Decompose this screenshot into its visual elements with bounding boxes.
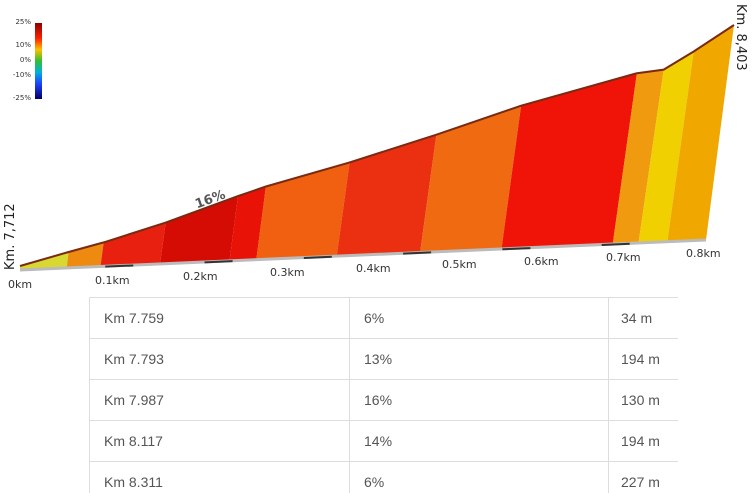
length-cell: 227 m bbox=[608, 461, 678, 493]
profile-segment-2 bbox=[66, 242, 104, 268]
length-cell: 34 m bbox=[608, 297, 678, 339]
km-cell: Km 8.117 bbox=[89, 420, 350, 462]
km-cell: Km 7.759 bbox=[89, 297, 350, 339]
profile-segment-10 bbox=[612, 69, 664, 245]
profile-segment-5 bbox=[229, 186, 266, 261]
tick-label: 0.8km bbox=[686, 247, 721, 260]
table-row: Km 8.311 6% 227 m bbox=[89, 461, 678, 493]
profile-segment-12 bbox=[667, 25, 734, 242]
tick-label: 0.3km bbox=[270, 266, 305, 279]
gradient-cell: 13% bbox=[349, 338, 609, 380]
tick-label: 0.6km bbox=[524, 255, 559, 268]
length-cell: 194 m bbox=[608, 420, 678, 462]
start-km-label: Km. 7,712 bbox=[3, 203, 18, 270]
table-row: Km 7.987 16% 130 m bbox=[89, 379, 678, 421]
length-cell: 194 m bbox=[608, 338, 678, 380]
profile-top-edge bbox=[19, 24, 735, 267]
legend-label: 0% bbox=[20, 56, 31, 64]
gradient-legend: 25% 10% 0% -10% -25% bbox=[13, 18, 42, 102]
tick-mark bbox=[303, 255, 332, 259]
km-cell: Km 8.311 bbox=[89, 461, 350, 493]
gradient-cell: 6% bbox=[349, 297, 609, 339]
table-row: Km 7.759 6% 34 m bbox=[89, 297, 678, 339]
legend-label: -25% bbox=[13, 94, 31, 102]
gradient-cell: 6% bbox=[349, 461, 609, 493]
profile-segment-4 bbox=[160, 196, 238, 264]
profile-segment-8 bbox=[420, 105, 522, 253]
legend-label: -10% bbox=[13, 71, 31, 79]
table-row: Km 7.793 13% 194 m bbox=[89, 338, 678, 380]
profile-baseline bbox=[19, 238, 707, 272]
tick-label: 0.4km bbox=[356, 262, 391, 275]
km-cell: Km 7.987 bbox=[89, 379, 350, 421]
tick-mark bbox=[105, 264, 134, 268]
km-cell: Km 7.793 bbox=[89, 338, 350, 380]
profile-segment-11 bbox=[638, 51, 694, 243]
legend-label: 10% bbox=[15, 41, 31, 49]
tick-label: 0.5km bbox=[442, 258, 477, 271]
gradient-cell: 14% bbox=[349, 420, 609, 462]
tick-label: 0.7km bbox=[606, 251, 641, 264]
profile-segment-3 bbox=[100, 222, 166, 267]
tick-label: 0.1km bbox=[95, 274, 130, 287]
elevation-profile-chart: 0km 0.1km 0.2km 0.3km 0.4km 0.5km 0.6km 0.7km 0.… bbox=[3, 4, 748, 291]
segments-table: Km 7.759 6% 34 m Km 7.793 13% 194 m Km 7.987 16… bbox=[89, 297, 678, 493]
tick-mark bbox=[204, 260, 233, 264]
tick-mark bbox=[403, 251, 432, 255]
profile-segment-9 bbox=[501, 73, 637, 249]
tick-label: 0.2km bbox=[183, 270, 218, 283]
length-cell: 130 m bbox=[608, 379, 678, 421]
profile-segment-7 bbox=[336, 134, 437, 257]
tick-mark bbox=[502, 247, 531, 251]
end-km-label: Km. 8,403 bbox=[733, 4, 748, 71]
table-row: Km 8.117 14% 194 m bbox=[89, 420, 678, 462]
profile-segment-6 bbox=[256, 162, 350, 260]
tick-mark bbox=[601, 242, 630, 246]
gradient-cell: 16% bbox=[349, 379, 609, 421]
legend-label: 25% bbox=[15, 18, 31, 26]
legend-color-bar bbox=[35, 23, 42, 99]
tick-label: 0km bbox=[8, 278, 32, 291]
